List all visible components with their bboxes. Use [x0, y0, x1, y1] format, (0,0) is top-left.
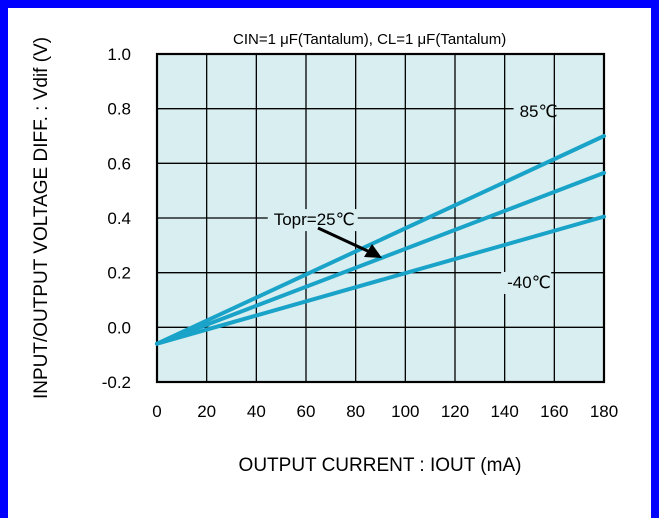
series-lines: [155, 134, 606, 346]
x-tick-label: 20: [197, 402, 216, 421]
series-line: [155, 170, 606, 346]
x-tick-label: 0: [152, 402, 161, 421]
y-tick-label: 0.8: [107, 100, 131, 119]
arrow-head: [364, 244, 382, 258]
y-axis-label: INPUT/OUTPUT VOLTAGE DIFF. : Vdif (V): [31, 37, 52, 399]
annotation-background: [501, 271, 552, 294]
condition-note: CIN=1 μF(Tantalum), CL=1 μF(Tantalum): [233, 31, 506, 48]
y-tick-label: 0.6: [107, 154, 131, 173]
annotation-label: Topr=25℃: [274, 210, 355, 229]
x-tick-label: 40: [247, 402, 266, 421]
x-tick-label: 160: [540, 402, 568, 421]
arrow-shaft: [317, 226, 373, 255]
x-tick-label: 140: [490, 402, 518, 421]
annotation-label: -40℃: [507, 273, 551, 292]
x-tick-labels: 0 20 40 60 80 100 120 140 160 180: [152, 402, 618, 421]
x-tick-label: 80: [346, 402, 365, 421]
series-line: [155, 214, 606, 346]
x-tick-label: 180: [590, 402, 618, 421]
y-tick-label: -0.2: [102, 373, 131, 392]
series-line: [155, 134, 606, 346]
x-tick-label: 60: [297, 402, 316, 421]
annotation-background: [513, 101, 554, 124]
y-tick-label: 0.2: [107, 264, 131, 283]
y-tick-label: 1.0: [107, 45, 131, 64]
y-tick-label: 0.4: [107, 209, 131, 228]
annotation-arrow: [317, 226, 382, 258]
x-tick-label: 120: [441, 402, 469, 421]
y-tick-labels: -0.2 0.0 0.2 0.4 0.6 0.8 1.0: [102, 45, 131, 392]
annotation-label: 85℃: [520, 102, 558, 121]
annotations: 85℃ Topr=25℃ -40℃: [267, 101, 558, 294]
y-tick-label: 0.0: [107, 318, 131, 337]
annotation-background: [267, 209, 358, 232]
x-axis-label: OUTPUT CURRENT : IOUT (mA): [239, 455, 522, 476]
x-tick-label: 100: [391, 402, 419, 421]
